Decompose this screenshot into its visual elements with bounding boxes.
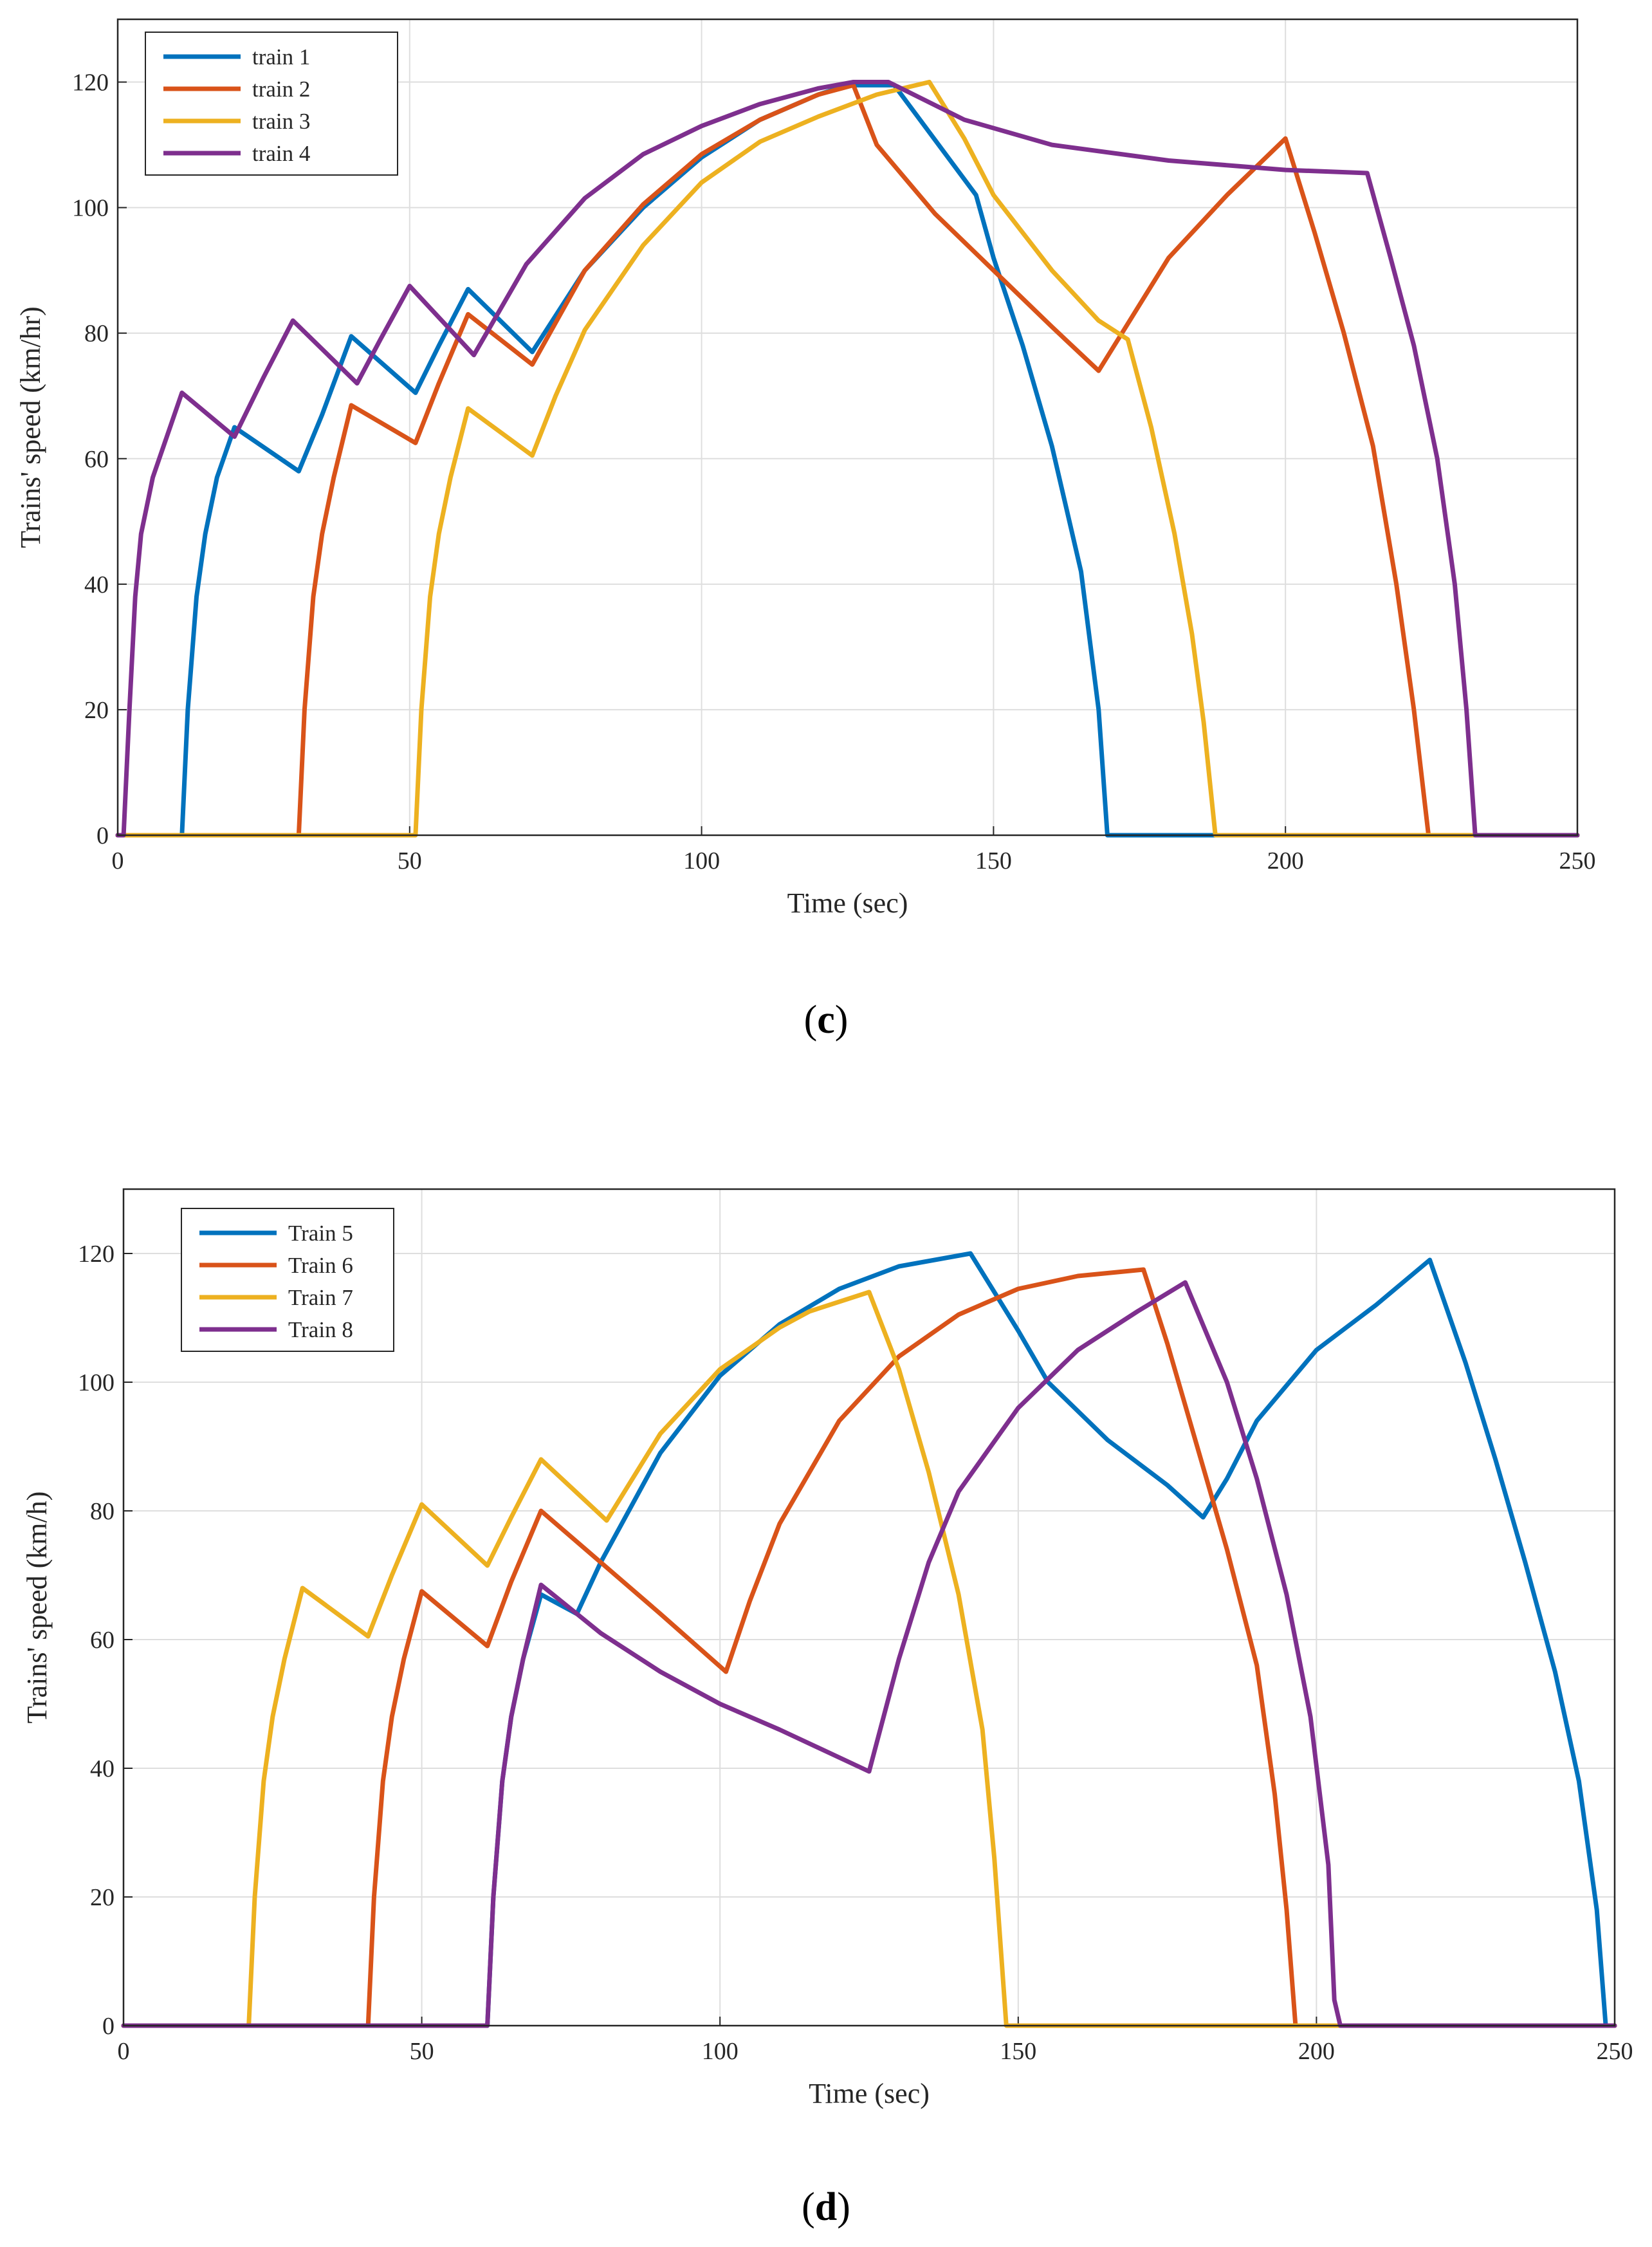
y-axis-title: Trains' speed (km/hr)	[15, 306, 46, 548]
x-tick-label: 100	[683, 847, 720, 874]
y-tick-label: 80	[84, 320, 109, 347]
x-axis-title: Time (sec)	[787, 887, 908, 919]
x-tick-label: 200	[1267, 847, 1304, 874]
y-tick-label: 100	[78, 1369, 115, 1396]
x-axis-title: Time (sec)	[809, 2078, 930, 2109]
y-tick-label: 0	[102, 2013, 115, 2040]
legend-label: train 4	[252, 141, 310, 166]
legend-label: Train 6	[288, 1253, 353, 1278]
x-tick-label: 0	[118, 2038, 130, 2065]
series-line-train-6	[121, 1267, 1617, 2028]
series-line-train-3	[115, 80, 1580, 838]
y-tick-label: 60	[84, 446, 109, 473]
legend-label: Train 8	[288, 1317, 353, 1342]
x-tick-label: 150	[975, 847, 1012, 874]
y-tick-label: 40	[90, 1755, 115, 1782]
chart-c: 0 50 100 150 200 250 0 20 40 60 80 100 120 train 1 tra…	[15, 18, 1596, 1042]
legend-label: train 2	[252, 77, 310, 102]
panel-caption: (c)	[804, 998, 849, 1042]
y-tick-label: 60	[90, 1627, 115, 1654]
legend-label: Train 7	[288, 1285, 353, 1310]
series-line-train-8	[121, 1280, 1617, 2028]
chart-d: 0 50 100 150 200 250 0 20 40 60 80 100 120 Train 5 Tra…	[21, 1188, 1633, 2229]
x-tick-label: 150	[1000, 2038, 1036, 2065]
legend-label: Train 5	[288, 1221, 353, 1246]
x-tick-label: 250	[1597, 2038, 1633, 2065]
y-tick-label: 120	[78, 1241, 115, 1268]
series-line-train-2	[115, 82, 1580, 838]
x-tick-label: 50	[410, 2038, 434, 2065]
x-tick-label: 250	[1559, 847, 1596, 874]
axes-box	[116, 18, 1579, 837]
y-tick-label: 100	[72, 195, 109, 222]
legend-label: train 3	[252, 109, 310, 134]
x-tick-label: 50	[398, 847, 422, 874]
axes-box	[122, 1188, 1616, 2027]
x-tick-label: 100	[702, 2038, 739, 2065]
x-tick-label: 200	[1298, 2038, 1335, 2065]
legend-label: train 1	[252, 44, 310, 69]
y-tick-label: 20	[90, 1884, 115, 1911]
y-tick-label: 80	[90, 1498, 115, 1525]
x-tick-label: 0	[112, 847, 124, 874]
y-tick-label: 20	[84, 697, 109, 724]
y-tick-label: 0	[96, 822, 109, 849]
panel-caption: (d)	[802, 2185, 850, 2229]
y-tick-label: 120	[72, 69, 109, 97]
y-axis-title: Trains' speed (km/h)	[21, 1492, 53, 1724]
series-line-train-7	[121, 1290, 1617, 2028]
series-line-train-4	[115, 80, 1580, 838]
y-tick-label: 40	[84, 571, 109, 598]
